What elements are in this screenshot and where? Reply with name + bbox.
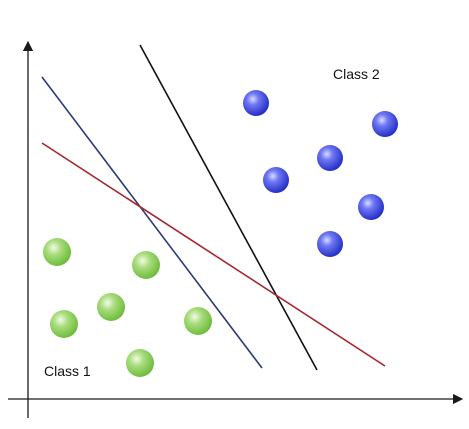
- class-1-point: [132, 251, 160, 279]
- separator-line-blue: [41, 76, 263, 369]
- class-1-point: [50, 310, 78, 338]
- class-1-point: [184, 307, 212, 335]
- class-2-point: [263, 167, 289, 193]
- class-2-point: [372, 111, 398, 137]
- class-2-point: [317, 231, 343, 257]
- separator-line-black: [139, 44, 318, 371]
- class-2-point: [317, 145, 343, 171]
- class-2-point: [243, 90, 269, 116]
- class-1-point: [126, 349, 154, 377]
- separator-line-red: [41, 142, 386, 367]
- class-1-label: Class 1: [44, 363, 91, 379]
- class-1-point: [97, 293, 125, 321]
- class-1-point: [43, 238, 71, 266]
- class-2-point: [358, 194, 384, 220]
- class-2-label: Class 2: [333, 66, 380, 82]
